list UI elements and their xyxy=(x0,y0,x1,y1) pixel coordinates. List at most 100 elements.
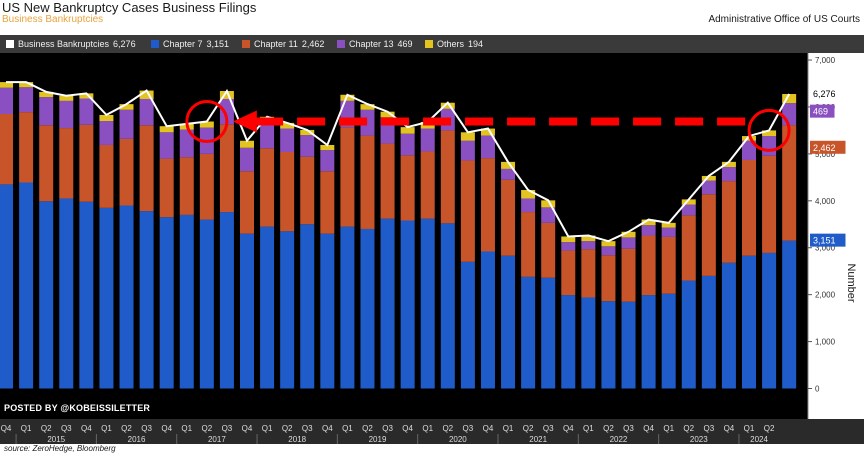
bar-chapter-11 xyxy=(541,222,556,278)
legend-value-chapter11: 2,462 xyxy=(301,39,325,49)
bar-chapter-11 xyxy=(19,112,34,183)
bar-chapter-11 xyxy=(119,138,134,206)
x-tick-label: Q3 xyxy=(463,424,474,433)
bar-chapter-13 xyxy=(460,140,475,161)
bar-chapter-7 xyxy=(260,226,275,389)
x-tick-label: Q2 xyxy=(121,424,132,433)
legend-label-chapter11: Chapter 11 xyxy=(254,39,298,49)
bar-chapter-13 xyxy=(320,150,335,172)
bar-chapter-11 xyxy=(360,135,375,229)
last-value-box xyxy=(810,140,846,154)
legend-value-chapter7: 3,151 xyxy=(206,39,230,49)
x-tick-label: Q4 xyxy=(724,424,735,433)
bar-chapter-11 xyxy=(681,215,696,281)
legend-swatch-chapter13 xyxy=(337,40,345,48)
chart-subtitle: Business Bankruptcies xyxy=(2,14,104,25)
bar-others xyxy=(460,132,475,141)
highlight-circle-2024 xyxy=(747,108,791,152)
bar-chapter-11 xyxy=(300,156,315,225)
legend-swatch-total xyxy=(6,40,14,48)
x-tick-label: Q3 xyxy=(302,424,313,433)
bar-chapter-11 xyxy=(139,125,154,212)
y-tick-label: 2,000 xyxy=(815,291,836,300)
bar-chapter-7 xyxy=(300,224,315,389)
x-tick-label: Q3 xyxy=(543,424,554,433)
bar-chapter-13 xyxy=(581,241,596,250)
bar-others xyxy=(762,130,777,137)
bar-chapter-13 xyxy=(601,246,616,256)
legend-item-chapter13: Chapter 13 469 xyxy=(337,35,413,53)
bar-others xyxy=(501,161,516,169)
bar-chapter-7 xyxy=(541,277,556,389)
bar-chapter-13 xyxy=(179,129,194,158)
bar-chapter-13 xyxy=(159,132,174,159)
legend-item-others: Others 194 xyxy=(425,35,483,53)
bar-chapter-11 xyxy=(561,250,576,296)
bar-others xyxy=(681,199,696,205)
bar-chapter-13 xyxy=(701,180,716,195)
x-year-label: 2018 xyxy=(288,435,306,444)
bar-others xyxy=(641,219,656,226)
bar-chapter-13 xyxy=(521,198,536,213)
x-tick-label: Q2 xyxy=(764,424,775,433)
bar-chapter-7 xyxy=(0,184,14,389)
bar-others xyxy=(521,190,536,199)
bar-chapter-7 xyxy=(460,261,475,389)
last-value-box xyxy=(810,104,835,118)
x-tick-label: Q2 xyxy=(202,424,213,433)
legend-value-others: 194 xyxy=(468,39,484,49)
bar-chapter-7 xyxy=(721,262,736,389)
x-year-label: 2023 xyxy=(690,435,708,444)
x-tick-label: Q4 xyxy=(1,424,12,433)
bar-chapter-13 xyxy=(541,207,556,223)
bar-chapter-7 xyxy=(581,297,596,389)
bar-chapter-7 xyxy=(782,240,797,389)
legend-item-total: Business Bankruptcies 6,276 xyxy=(6,35,136,53)
x-tick-label: Q4 xyxy=(402,424,413,433)
bar-chapter-11 xyxy=(340,127,355,227)
bar-others xyxy=(782,94,797,104)
bar-chapter-13 xyxy=(99,121,114,145)
x-tick-label: Q4 xyxy=(81,424,92,433)
x-tick-label: Q3 xyxy=(704,424,715,433)
bar-others xyxy=(701,175,716,181)
bar-chapter-7 xyxy=(742,255,756,389)
x-tick-label: Q1 xyxy=(181,424,192,433)
legend-label-chapter7: Chapter 7 xyxy=(163,39,203,49)
bar-chapter-13 xyxy=(782,103,797,126)
bar-others xyxy=(721,161,736,168)
x-year-label: 2020 xyxy=(449,435,467,444)
bar-chapter-7 xyxy=(681,280,696,389)
x-tick-label: Q2 xyxy=(442,424,453,433)
x-tick-label: Q1 xyxy=(663,424,674,433)
bar-chapter-7 xyxy=(139,211,154,389)
highlight-circle-2017 xyxy=(185,100,229,144)
bar-chapter-11 xyxy=(762,155,777,253)
last-value-label: 469 xyxy=(813,107,828,117)
legend-label-total: Business Bankruptcies xyxy=(18,39,110,49)
x-tick-label: Q1 xyxy=(342,424,353,433)
bar-others xyxy=(79,93,94,99)
bar-chapter-11 xyxy=(701,194,716,276)
bar-chapter-13 xyxy=(240,147,254,172)
legend-swatch-others xyxy=(425,40,433,48)
bar-chapter-13 xyxy=(59,100,74,129)
x-tick-label: Q4 xyxy=(483,424,494,433)
x-tick-label: Q3 xyxy=(61,424,72,433)
bar-others xyxy=(601,241,616,247)
bar-chapter-13 xyxy=(119,109,134,139)
bar-chapter-11 xyxy=(621,248,636,302)
x-tick-label: Q1 xyxy=(101,424,112,433)
bar-others xyxy=(581,235,596,242)
x-tick-label: Q1 xyxy=(262,424,273,433)
bars-layer xyxy=(0,82,797,389)
legend-item-chapter7: Chapter 7 3,151 xyxy=(151,35,229,53)
x-tick-label: Q1 xyxy=(583,424,594,433)
bar-others xyxy=(119,104,134,110)
bar-chapter-11 xyxy=(380,143,395,219)
bar-chapter-11 xyxy=(99,144,114,208)
bar-others xyxy=(159,126,174,133)
x-year-label: 2016 xyxy=(128,435,146,444)
bar-others xyxy=(320,144,335,151)
x-tick-label: Q4 xyxy=(563,424,574,433)
